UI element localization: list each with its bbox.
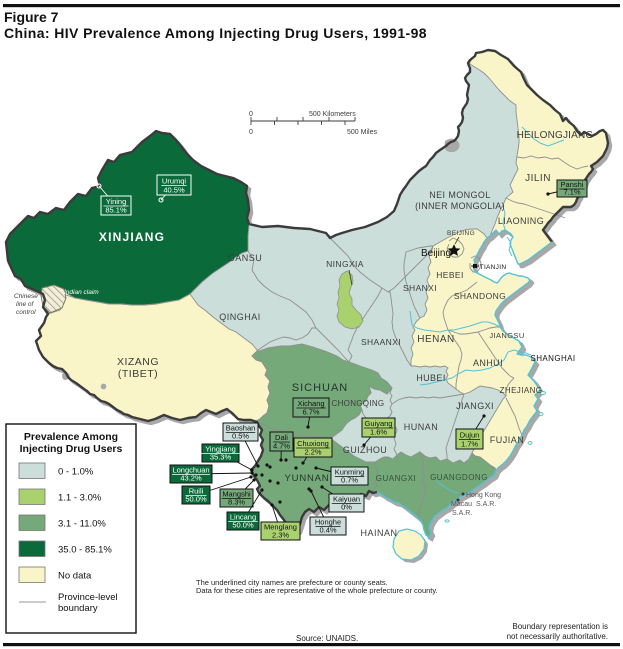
svg-text:Panshi: Panshi (561, 180, 584, 189)
svg-text:Boundary representation is: Boundary representation is (512, 622, 608, 631)
svg-text:1.6%: 1.6% (370, 428, 387, 437)
svg-text:FUJIAN: FUJIAN (490, 435, 525, 445)
svg-text:Kaiyuan: Kaiyuan (333, 495, 360, 504)
svg-text:SICHUAN: SICHUAN (292, 382, 349, 394)
svg-text:YUNNAN: YUNNAN (285, 473, 330, 484)
svg-text:0.7%: 0.7% (341, 476, 358, 485)
svg-text:GUIZHOU: GUIZHOU (343, 445, 387, 455)
svg-text:HUBEI: HUBEI (416, 373, 446, 383)
svg-text:HAINAN: HAINAN (360, 528, 397, 538)
svg-text:50.0%: 50.0% (185, 495, 207, 504)
svg-text:500 Miles: 500 Miles (347, 129, 377, 136)
svg-text:35.0 - 85.1%: 35.0 - 85.1% (58, 545, 112, 556)
svg-text:(TIBET): (TIBET) (118, 368, 158, 380)
svg-text:CHONGQING: CHONGQING (332, 399, 385, 408)
svg-text:0: 0 (249, 111, 253, 118)
svg-text:line of: line of (16, 301, 35, 308)
svg-text:Honghe: Honghe (315, 518, 341, 527)
svg-text:8.3%: 8.3% (228, 498, 245, 507)
svg-text:Kunming: Kunming (335, 468, 365, 477)
svg-text:No data: No data (58, 571, 92, 582)
svg-text:2.2%: 2.2% (304, 448, 321, 457)
svg-text:not necessarily authoritative.: not necessarily authoritative. (507, 632, 608, 641)
svg-text:Macau: Macau (451, 501, 472, 508)
svg-text:LIAONING: LIAONING (498, 216, 544, 226)
svg-text:Chinese: Chinese (14, 293, 38, 300)
svg-text:2.3%: 2.3% (272, 531, 289, 540)
svg-text:85.1%: 85.1% (105, 206, 127, 215)
svg-text:40.5%: 40.5% (163, 186, 185, 195)
svg-text:7.1%: 7.1% (563, 188, 580, 197)
svg-text:JIANGSU: JIANGSU (489, 331, 524, 340)
svg-text:Yingjiang: Yingjiang (205, 445, 236, 454)
svg-text:Ruili: Ruili (189, 487, 204, 496)
svg-text:Yining: Yining (106, 197, 127, 206)
svg-text:Baoshan: Baoshan (226, 424, 256, 433)
svg-text:NINGXIA: NINGXIA (326, 259, 364, 269)
svg-text:HEBEI: HEBEI (436, 270, 464, 280)
svg-text:HUNAN: HUNAN (404, 422, 439, 432)
svg-text:3.1 - 11.0%: 3.1 - 11.0% (58, 519, 106, 530)
svg-text:50.0%: 50.0% (232, 521, 254, 530)
svg-text:QINGHAI: QINGHAI (219, 312, 261, 322)
svg-text:43.2%: 43.2% (180, 474, 202, 483)
svg-text:(INNER MONGOLIA): (INNER MONGOLIA) (415, 201, 505, 211)
svg-text:Hong Kong: Hong Kong (466, 492, 501, 499)
svg-text:SHANGHAI: SHANGHAI (531, 354, 576, 363)
svg-text:0%: 0% (341, 503, 352, 512)
svg-text:1.7%: 1.7% (461, 440, 478, 449)
svg-text:Mangshi: Mangshi (222, 490, 251, 499)
svg-text:Guiyang: Guiyang (365, 419, 393, 428)
svg-text:Chuxiong: Chuxiong (297, 439, 329, 448)
svg-text:Longchuan: Longchuan (172, 466, 209, 475)
svg-text:4.7%: 4.7% (273, 442, 290, 451)
svg-text:Data for these cities are repr: Data for these cities are representative… (196, 586, 438, 595)
svg-text:Dali: Dali (275, 433, 288, 442)
svg-text:SHANDONG: SHANDONG (454, 291, 506, 301)
svg-text:Figure 7: Figure 7 (4, 9, 59, 25)
svg-text:NEI MONGOL: NEI MONGOL (429, 190, 491, 200)
svg-text:GUANGDONG: GUANGDONG (430, 473, 488, 482)
svg-text:Indian claim: Indian claim (64, 289, 99, 296)
svg-text:XIZANG: XIZANG (117, 356, 159, 368)
svg-text:control: control (16, 309, 36, 316)
svg-text:GUANGXI: GUANGXI (376, 474, 416, 483)
svg-text:Beijing: Beijing (421, 248, 451, 259)
svg-text:GANSU: GANSU (228, 253, 263, 263)
svg-text:35.3%: 35.3% (210, 453, 232, 462)
svg-text:Source: UNAIDS.: Source: UNAIDS. (296, 634, 358, 643)
svg-text:China: HIV Prevalence Among In: China: HIV Prevalence Among Injecting Dr… (4, 25, 427, 41)
svg-text:Menglang: Menglang (264, 523, 297, 532)
svg-text:Urumqi: Urumqi (162, 177, 187, 186)
svg-text:TIANJIN: TIANJIN (480, 264, 507, 271)
svg-text:S.A.R.: S.A.R. (476, 501, 496, 508)
svg-text:Injecting Drug Users: Injecting Drug Users (20, 443, 123, 455)
svg-text:Xichang: Xichang (297, 399, 324, 408)
svg-text:Prevalence Among: Prevalence Among (24, 431, 118, 443)
svg-text:ZHEJIANG: ZHEJIANG (500, 386, 543, 395)
svg-text:ANHUI: ANHUI (473, 358, 503, 368)
svg-text:Lincang: Lincang (230, 513, 256, 522)
svg-text:The underlined city names are: The underlined city names are prefecture… (196, 578, 388, 587)
svg-text:HENAN: HENAN (417, 334, 455, 345)
svg-text:0.4%: 0.4% (319, 526, 336, 535)
svg-text:boundary: boundary (58, 603, 98, 614)
svg-text:XINJIANG: XINJIANG (99, 230, 165, 244)
svg-text:HEILONGJIANG: HEILONGJIANG (517, 130, 594, 141)
svg-text:JILIN: JILIN (525, 173, 551, 184)
svg-text:Dujun: Dujun (460, 431, 480, 440)
svg-text:SHANXI: SHANXI (403, 283, 437, 293)
svg-text:JIANGXI: JIANGXI (456, 401, 494, 411)
svg-text:0.5%: 0.5% (232, 432, 249, 441)
svg-text:500 Kilometers: 500 Kilometers (309, 111, 356, 118)
svg-text:6.7%: 6.7% (302, 408, 319, 417)
svg-text:0: 0 (249, 129, 253, 136)
svg-text:1.1 - 3.0%: 1.1 - 3.0% (58, 493, 102, 504)
svg-text:0 - 1.0%: 0 - 1.0% (58, 467, 94, 478)
svg-text:SHAANXI: SHAANXI (361, 337, 401, 347)
svg-text:Province-level: Province-level (58, 592, 118, 603)
svg-text:S.A.R.: S.A.R. (452, 510, 472, 517)
svg-text:BEIJING: BEIJING (447, 230, 475, 237)
